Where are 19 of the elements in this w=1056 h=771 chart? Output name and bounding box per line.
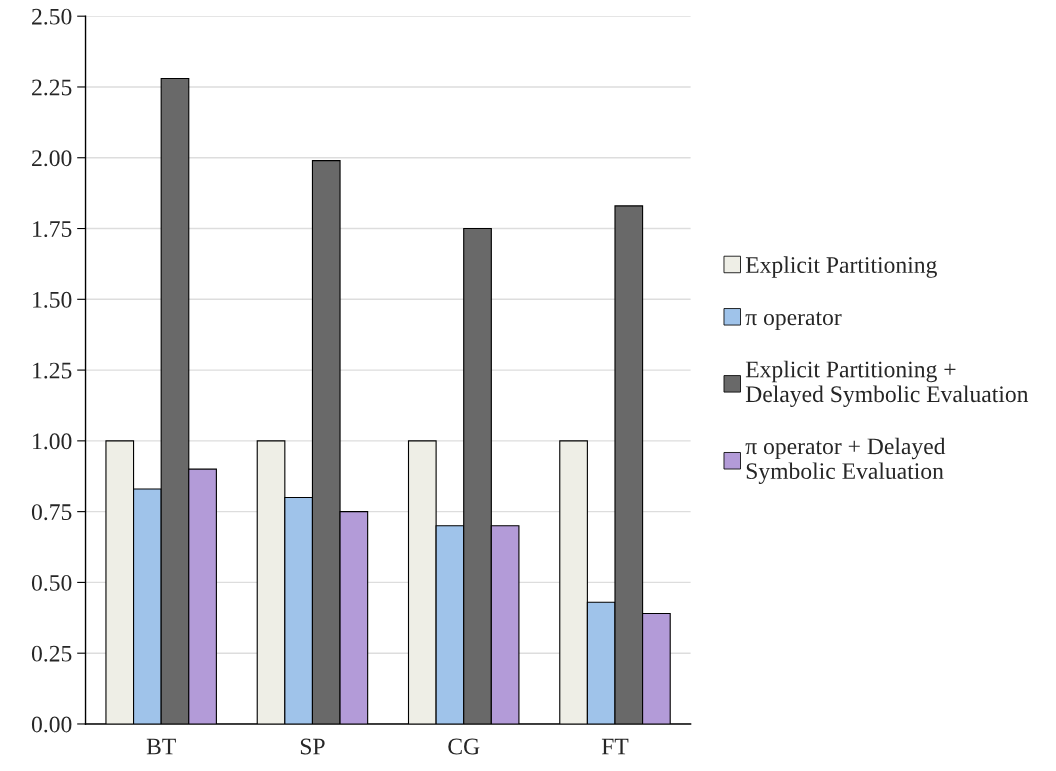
legend-label: π operator + Delayed Symbolic Evaluation [745,437,946,484]
x-tick-label: FT [601,738,629,755]
legend-label: Explicit Partitioning + Delayed Symbolic Evaluation [745,360,1029,408]
y-tick-label: 0.50 [31,574,72,591]
y-tick-label: 1.75 [33,221,72,238]
y-tick-label: 1.50 [33,291,72,308]
y-tick-label: 2.25 [32,79,72,96]
x-tick-label: BT [146,738,176,755]
y-tick-label: 0.25 [31,645,72,662]
legend-label: Explicit Partitioning [745,256,937,278]
y-tick-label: 2.50 [32,8,72,25]
y-tick-label: 1.00 [33,433,72,450]
y-tick-label: 0.00 [31,716,72,733]
x-tick-label: CG [448,738,480,755]
y-tick-label: 1.25 [33,362,72,379]
legend-label: π operator [745,311,842,331]
y-tick-label: 0.75 [31,504,72,521]
x-tick-label: SP [300,738,325,755]
y-tick-label: 2.00 [32,150,72,167]
